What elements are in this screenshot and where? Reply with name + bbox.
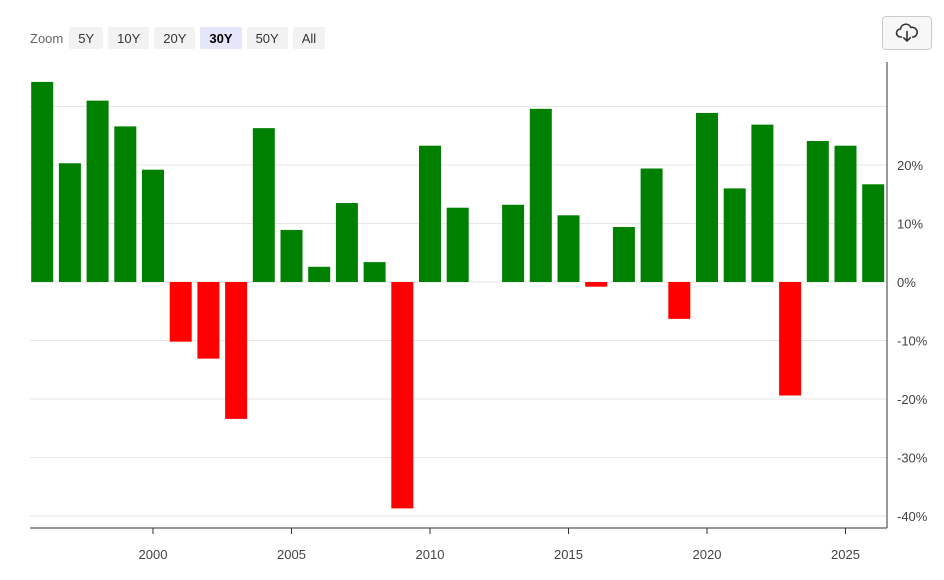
y-tick-label: 10%: [897, 217, 923, 232]
zoom-all-button[interactable]: All: [292, 27, 326, 49]
zoom-label: Zoom: [30, 30, 64, 46]
bar-2005[interactable]: [280, 229, 303, 282]
bar-2007[interactable]: [335, 203, 358, 282]
bar-2019[interactable]: [668, 282, 691, 319]
bar-2025[interactable]: [834, 145, 857, 282]
x-tick-label: 2025: [831, 547, 860, 562]
bar-2013[interactable]: [502, 204, 525, 282]
bar-2004[interactable]: [252, 128, 275, 282]
zoom-30y-button[interactable]: 30Y: [200, 27, 242, 49]
bar-2006[interactable]: [308, 266, 331, 282]
x-tick-label: 2010: [416, 547, 445, 562]
bar-2022[interactable]: [751, 124, 774, 282]
bar-2000[interactable]: [142, 169, 164, 282]
bar-1998[interactable]: [86, 100, 109, 283]
zoom-5y-button[interactable]: 5Y: [69, 27, 104, 49]
bar-2010[interactable]: [419, 145, 441, 282]
bar-2018[interactable]: [640, 168, 663, 282]
bar-2001[interactable]: [169, 282, 192, 342]
y-tick-label: -20%: [897, 392, 928, 407]
y-tick-label: -10%: [897, 334, 928, 349]
zoom-10y-button[interactable]: 10Y: [108, 27, 150, 49]
bar-2003[interactable]: [225, 282, 248, 419]
download-button[interactable]: [882, 16, 932, 50]
bar-2008[interactable]: [363, 262, 386, 282]
y-tick-label: -40%: [897, 509, 928, 524]
bar-2017[interactable]: [612, 227, 635, 282]
bar-1999[interactable]: [114, 126, 137, 282]
bar-2020[interactable]: [696, 112, 718, 282]
y-tick-label: 20%: [897, 158, 923, 173]
x-tick-label: 2000: [139, 547, 168, 562]
x-tick-label: 2020: [693, 547, 722, 562]
y-tick-label: 0%: [897, 275, 916, 290]
bar-1996[interactable]: [31, 81, 54, 283]
bar-1997[interactable]: [58, 163, 81, 282]
bar-2024[interactable]: [806, 141, 829, 282]
bar-2009[interactable]: [391, 282, 414, 509]
zoom-selector: Zoom 5Y 10Y 20Y 30Y 50Y All: [30, 27, 330, 49]
bar-2023[interactable]: [779, 282, 802, 396]
bar-2011[interactable]: [446, 207, 469, 282]
bar-2002[interactable]: [197, 282, 220, 359]
bar-2026[interactable]: [862, 184, 885, 282]
bar-2015[interactable]: [557, 215, 580, 282]
zoom-20y-button[interactable]: 20Y: [154, 27, 196, 49]
x-tick-label: 2005: [277, 547, 306, 562]
tick-labels: 20% 10% 0% -10% -20% -30% -40% 2000 2005 2010 2015…: [139, 158, 928, 562]
bar-2014[interactable]: [529, 108, 552, 282]
bar-2016[interactable]: [585, 282, 608, 287]
bar-2021[interactable]: [723, 188, 746, 282]
x-tick-label: 2015: [554, 547, 583, 562]
zoom-50y-button[interactable]: 50Y: [246, 27, 288, 49]
bars: [31, 81, 885, 509]
axes: [30, 62, 888, 534]
cloud-download-icon: [895, 23, 918, 42]
y-tick-label: -30%: [897, 451, 928, 466]
